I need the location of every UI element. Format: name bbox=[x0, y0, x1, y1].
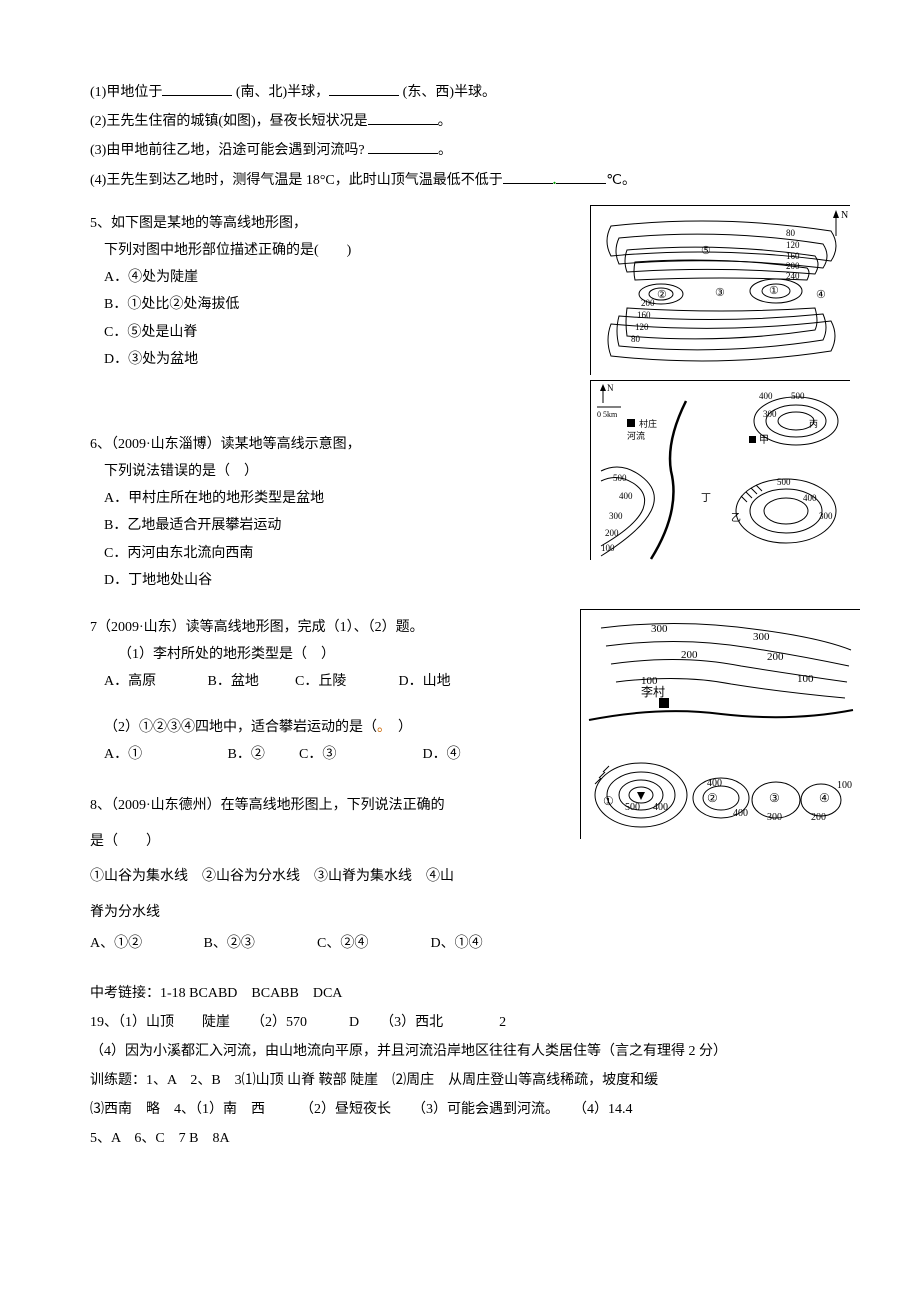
ans-l6: 5、A 6、C 7 B 8A bbox=[90, 1126, 830, 1151]
q4-3-text-b: 。 bbox=[438, 143, 452, 158]
ans-l5: ⑶西南 略 4、（1）南 西 （2）昼短夜长 （3）可能会遇到河流。 （4）14… bbox=[90, 1097, 830, 1122]
question-5: N 80 120 160 200 240 200 160 120 80 ① ② … bbox=[90, 211, 830, 372]
svg-text:甲: 甲 bbox=[759, 435, 769, 446]
question-6: N 0 5km 村庄 河流 400 500 300 丙 甲 bbox=[90, 432, 830, 593]
q7-sub2-text: （2）①②③④四地中，适合攀岩运动的是（ bbox=[104, 720, 377, 735]
svg-text:④: ④ bbox=[816, 289, 826, 301]
question-8: 8、（2009·山东德州）在等高线地形图上，下列说法正确的 是（ ） ①山谷为集… bbox=[90, 789, 830, 957]
svg-text:300: 300 bbox=[763, 409, 777, 419]
svg-text:李村: 李村 bbox=[641, 684, 665, 699]
svg-text:500: 500 bbox=[777, 477, 791, 487]
q7-1-optB[interactable]: B．盆地 bbox=[208, 669, 292, 694]
svg-text:240: 240 bbox=[786, 271, 800, 281]
q8-choices2: 脊为分水线 bbox=[90, 896, 830, 930]
q4-1-text-c: (东、西)半球。 bbox=[399, 85, 496, 100]
q8-stem1: 8、（2009·山东德州）在等高线地形图上，下列说法正确的 bbox=[90, 789, 830, 823]
q7-2-optD[interactable]: D．④ bbox=[423, 742, 461, 767]
svg-text:300: 300 bbox=[753, 631, 770, 643]
blank[interactable] bbox=[556, 168, 606, 184]
svg-text:200: 200 bbox=[641, 298, 655, 308]
svg-text:200: 200 bbox=[786, 261, 800, 271]
q4-1-text-b: (南、北)半球， bbox=[232, 85, 329, 100]
q8-optB[interactable]: B、②③ bbox=[204, 931, 314, 956]
ans-l2: 19、（1）山顶 陡崖 （2）570 D （3）西北 2 bbox=[90, 1010, 830, 1035]
q8-opts: A、①② B、②③ C、②④ D、①④ bbox=[90, 931, 830, 956]
q4-2-text-b: 。 bbox=[438, 114, 452, 129]
q4-3-text-a: (3)由甲地前往乙地，沿途可能会遇到河流吗? bbox=[90, 143, 368, 158]
q5-figure: N 80 120 160 200 240 200 160 120 80 ① ② … bbox=[590, 205, 850, 375]
svg-text:N: N bbox=[607, 383, 614, 393]
svg-text:100: 100 bbox=[797, 673, 814, 685]
ans-l1: 中考链接：1-18 BCABD BCABB DCA bbox=[90, 981, 830, 1006]
svg-text:120: 120 bbox=[635, 322, 649, 332]
ans-l3: （4）因为小溪都汇入河流，由山地流向平原，并且河流沿岸地区往往有人类居住等（言之… bbox=[90, 1039, 830, 1064]
svg-text:丙: 丙 bbox=[809, 419, 818, 429]
answers-section: 中考链接：1-18 BCABD BCABB DCA 19、（1）山顶 陡崖 （2… bbox=[90, 981, 830, 1152]
svg-text:乙: 乙 bbox=[731, 512, 741, 524]
q7-1-optC[interactable]: C．丘陵 bbox=[295, 669, 395, 694]
svg-text:200: 200 bbox=[681, 649, 698, 661]
svg-text:400: 400 bbox=[803, 493, 817, 503]
svg-text:300: 300 bbox=[819, 511, 833, 521]
svg-text:丁: 丁 bbox=[701, 493, 711, 504]
q8-stem2: 是（ ） bbox=[90, 825, 830, 859]
svg-text:村庄: 村庄 bbox=[639, 418, 657, 429]
q4-line4: (4)王先生到达乙地时，测得气温是 18°C，此时山顶气温最低不低于.℃。 bbox=[90, 168, 830, 193]
blank[interactable] bbox=[368, 138, 438, 154]
blank[interactable] bbox=[329, 80, 399, 96]
svg-text:100: 100 bbox=[601, 543, 615, 553]
svg-text:80: 80 bbox=[631, 334, 641, 344]
ans-l4: 训练题：1、A 2、B 3⑴山顶 山脊 鞍部 陡崖 ⑵周庄 从周庄登山等高线稀疏… bbox=[90, 1068, 830, 1093]
q6-figure: N 0 5km 村庄 河流 400 500 300 丙 甲 bbox=[590, 380, 850, 560]
svg-text:300: 300 bbox=[651, 623, 668, 635]
q8-choices1: ①山谷为集水线 ②山谷为分水线 ③山脊为集水线 ④山 bbox=[90, 860, 830, 894]
q4-line3: (3)由甲地前往乙地，沿途可能会遇到河流吗? 。 bbox=[90, 138, 830, 163]
q8-optD[interactable]: D、①④ bbox=[431, 931, 483, 956]
svg-text:500: 500 bbox=[791, 391, 805, 401]
svg-text:河流: 河流 bbox=[627, 430, 645, 441]
svg-text:0 5km: 0 5km bbox=[597, 410, 618, 419]
svg-text:⑤: ⑤ bbox=[701, 245, 711, 257]
svg-text:100: 100 bbox=[837, 780, 852, 791]
q4-4-text-a: (4)王先生到达乙地时，测得气温是 18°C，此时山顶气温最低不低于 bbox=[90, 173, 503, 188]
q7-2-optB[interactable]: B．② bbox=[228, 742, 296, 767]
question-7: 300 300 200 200 100 100 李村 500 400 bbox=[90, 615, 830, 767]
q6-optD[interactable]: D．丁地地处山谷 bbox=[90, 568, 830, 593]
q8-optA[interactable]: A、①② bbox=[90, 931, 200, 956]
q7-2-optC[interactable]: C．③ bbox=[299, 742, 419, 767]
svg-text:80: 80 bbox=[786, 228, 796, 238]
svg-text:400: 400 bbox=[759, 391, 773, 401]
q4-line1: (1)甲地位于 (南、北)半球， (东、西)半球。 bbox=[90, 80, 830, 105]
orange-dot-icon: 。 bbox=[377, 720, 384, 735]
q4-1-text-a: (1)甲地位于 bbox=[90, 85, 162, 100]
svg-text:③: ③ bbox=[715, 287, 725, 299]
q7-sub2-end: ） bbox=[384, 720, 412, 735]
q7-1-optD[interactable]: D．山地 bbox=[399, 669, 451, 694]
svg-text:500: 500 bbox=[613, 473, 627, 483]
svg-text:120: 120 bbox=[786, 240, 800, 250]
svg-text:①: ① bbox=[769, 285, 779, 297]
svg-text:160: 160 bbox=[786, 251, 800, 261]
q8-optC[interactable]: C、②④ bbox=[317, 931, 427, 956]
blank[interactable] bbox=[368, 109, 438, 125]
blank[interactable] bbox=[503, 168, 553, 184]
q7-1-optA[interactable]: A．高原 bbox=[104, 669, 204, 694]
q4-2-text-a: (2)王先生住宿的城镇(如图)，昼夜长短状况是 bbox=[90, 114, 368, 129]
svg-text:N: N bbox=[841, 210, 848, 221]
svg-text:400: 400 bbox=[619, 491, 633, 501]
q4-line2: (2)王先生住宿的城镇(如图)，昼夜长短状况是 。 bbox=[90, 109, 830, 134]
page-content: (1)甲地位于 (南、北)半球， (东、西)半球。 (2)王先生住宿的城镇(如图… bbox=[90, 80, 830, 1152]
svg-text:400: 400 bbox=[707, 778, 722, 789]
svg-text:200: 200 bbox=[767, 651, 784, 663]
svg-text:300: 300 bbox=[609, 511, 623, 521]
q4-4-text-b: ℃。 bbox=[606, 173, 636, 188]
blank[interactable] bbox=[162, 80, 232, 96]
q7-2-optA[interactable]: A．① bbox=[104, 742, 224, 767]
svg-text:200: 200 bbox=[605, 528, 619, 538]
svg-text:②: ② bbox=[657, 289, 667, 301]
svg-text:160: 160 bbox=[637, 310, 651, 320]
